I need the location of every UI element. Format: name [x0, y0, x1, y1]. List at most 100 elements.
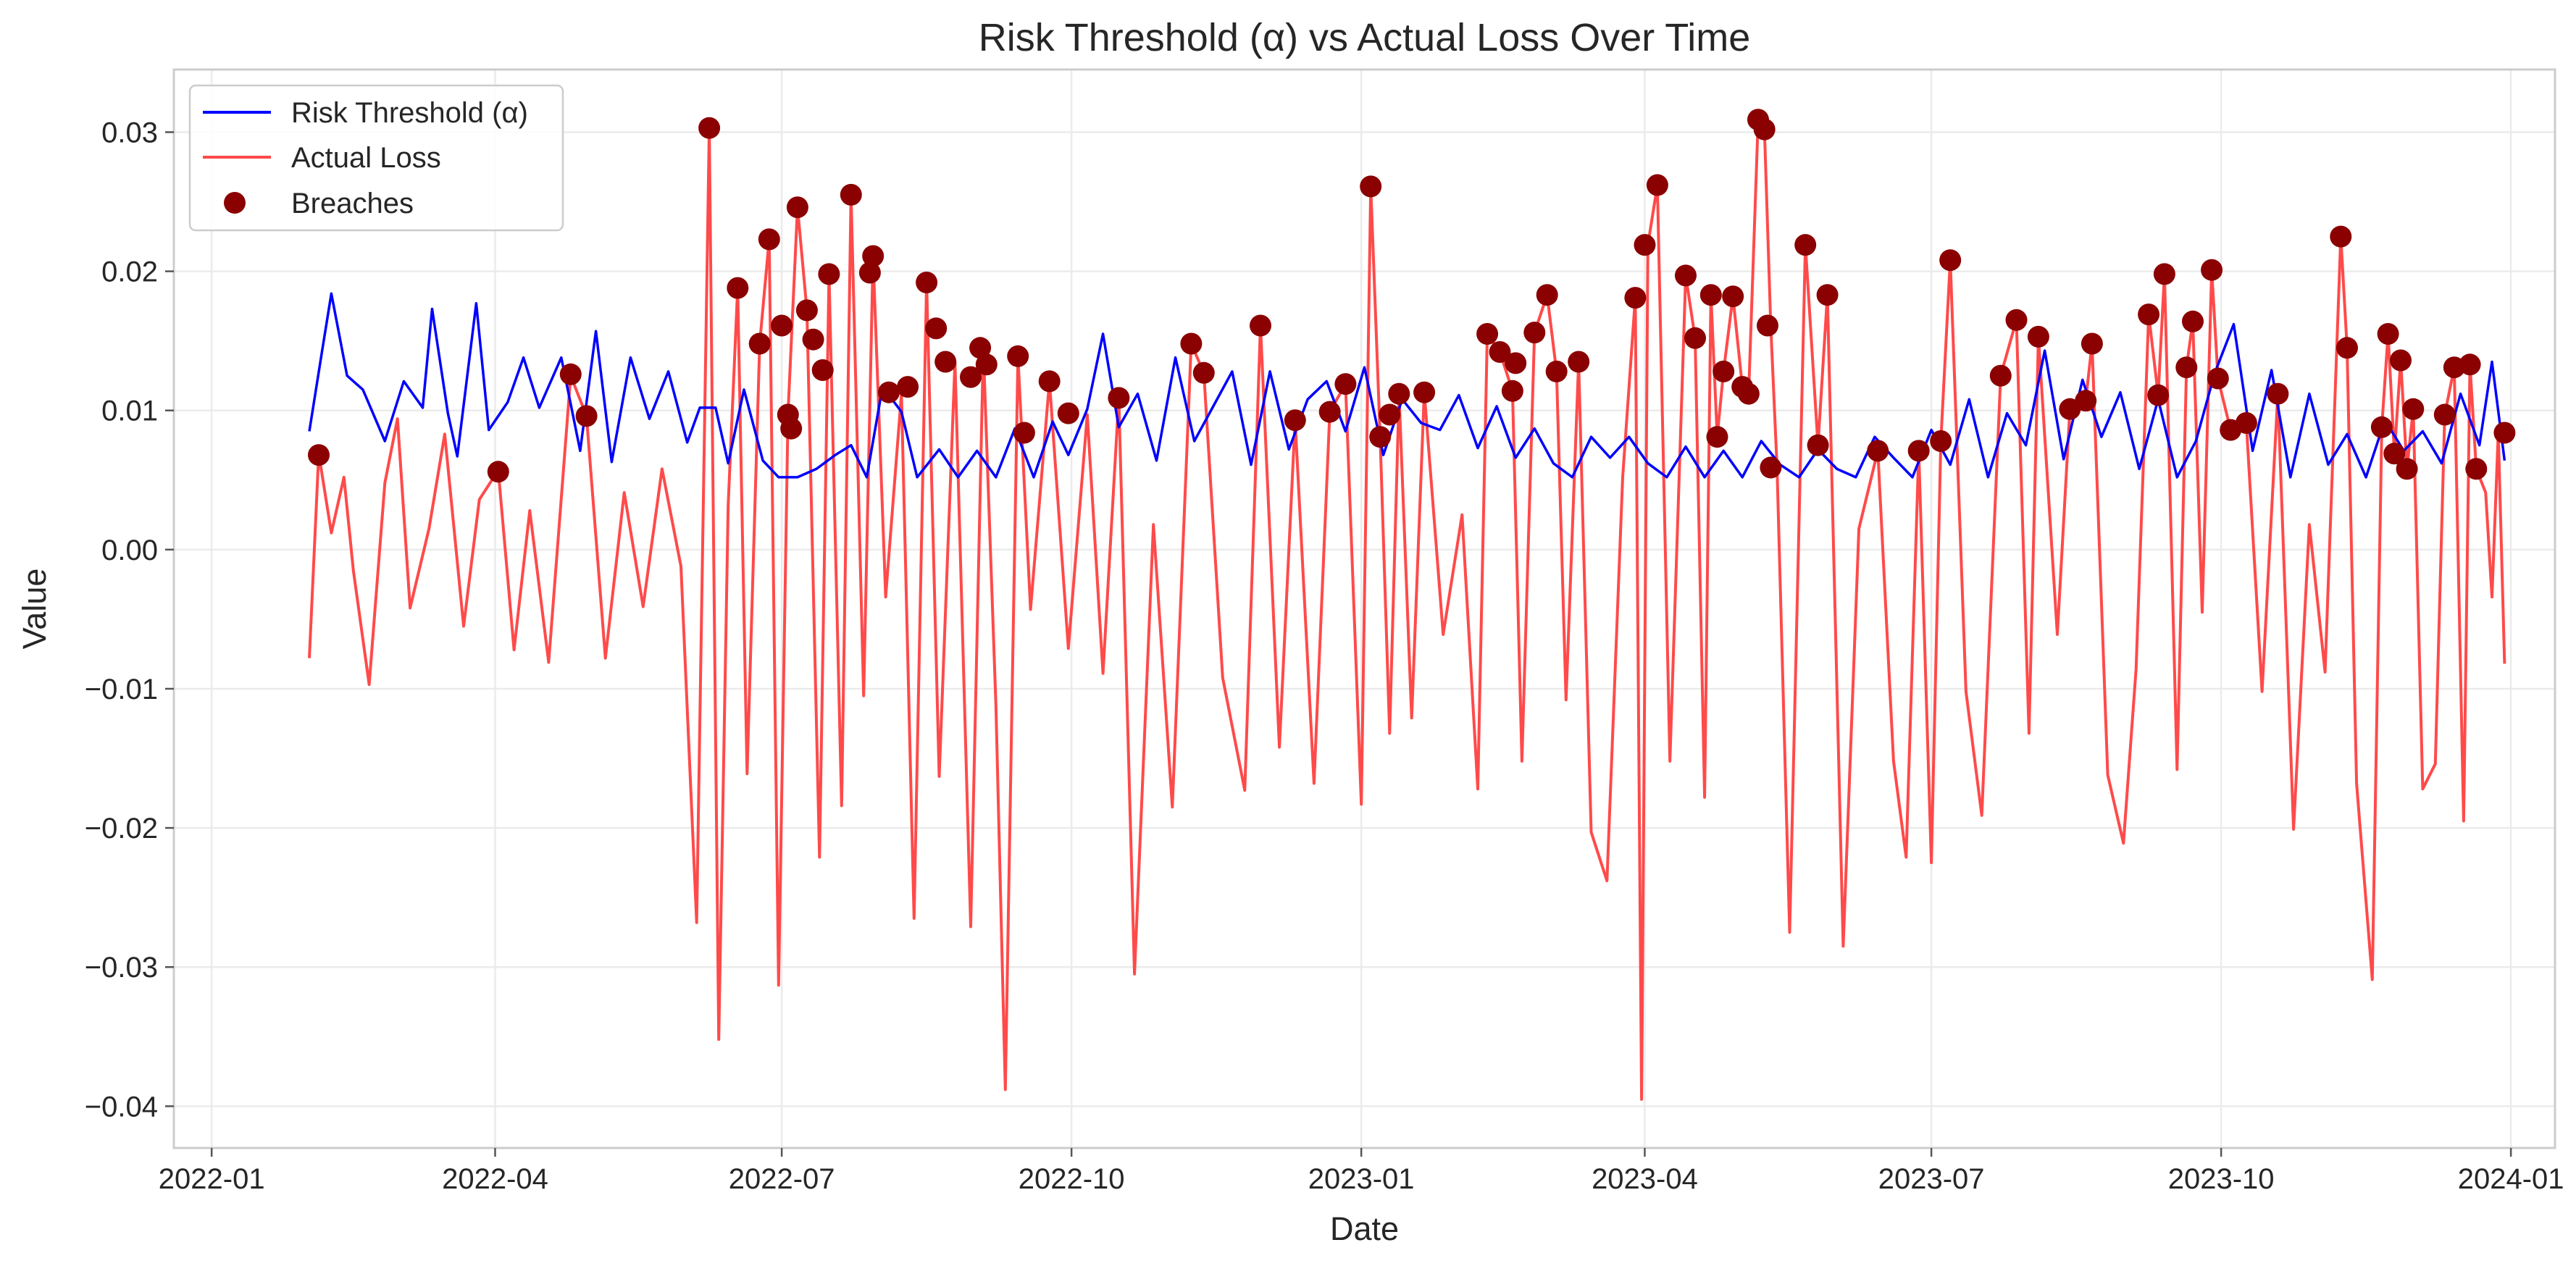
x-tick-label-7: 2023-10: [2168, 1163, 2275, 1195]
breach-point-29: [1038, 370, 1061, 393]
legend-label-breaches: Breaches: [291, 188, 414, 219]
breach-point-79: [2138, 303, 2160, 326]
breach-point-14: [811, 359, 834, 381]
breach-point-89: [2330, 225, 2352, 248]
breach-point-35: [1284, 409, 1306, 432]
breach-point-63: [1753, 118, 1776, 141]
breach-point-3: [575, 405, 598, 427]
breach-point-81: [2153, 263, 2175, 285]
y-axis-ticks: 0.03 0.02 0.01 0.00 −0.01 −0.02 −0.03 −0.04: [85, 117, 174, 1123]
breach-point-72: [1939, 249, 1962, 272]
breach-point-68: [1816, 284, 1839, 306]
breach-point-23: [934, 351, 957, 373]
legend: Risk Threshold (α) Actual Loss Breaches: [188, 84, 564, 232]
breach-point-55: [1684, 327, 1706, 349]
breach-point-87: [2235, 412, 2257, 434]
breach-point-16: [840, 183, 862, 206]
breach-point-85: [2207, 367, 2229, 390]
breach-point-65: [1760, 456, 1782, 479]
breach-point-36: [1318, 401, 1341, 423]
x-tick-label-1: 2022-04: [442, 1163, 548, 1195]
breach-point-6: [748, 332, 771, 355]
breach-point-8: [771, 314, 793, 337]
breach-point-50: [1568, 351, 1590, 373]
breach-point-34: [1250, 314, 1271, 337]
breach-point-18: [862, 245, 885, 267]
breach-point-93: [2383, 443, 2406, 465]
legend-box: [188, 84, 564, 232]
x-tick-label-8: 2024-01: [2458, 1163, 2564, 1195]
breach-point-95: [2396, 458, 2418, 480]
y-tick-label-3: 0.00: [101, 535, 158, 566]
breach-point-38: [1360, 175, 1382, 198]
breach-point-22: [925, 317, 948, 340]
breach-point-96: [2402, 398, 2425, 420]
breach-point-67: [1807, 434, 1829, 456]
breach-point-94: [2390, 349, 2412, 372]
chart-title: Risk Threshold (α) vs Actual Loss Over T…: [979, 16, 1751, 59]
x-tick-label-4: 2023-01: [1308, 1163, 1415, 1195]
y-tick-label-0: 0.03: [101, 117, 158, 148]
breach-point-4: [698, 117, 721, 139]
breach-point-2: [559, 363, 582, 385]
breach-point-80: [2147, 384, 2170, 406]
x-tick-label-0: 2022-01: [159, 1163, 265, 1195]
breach-point-37: [1334, 373, 1357, 395]
y-tick-label-1: 0.02: [101, 256, 158, 288]
breach-point-5: [727, 277, 749, 299]
y-tick-label-7: −0.04: [85, 1091, 158, 1123]
legend-label-loss: Actual Loss: [291, 142, 441, 174]
x-tick-label-5: 2023-04: [1592, 1163, 1698, 1195]
breach-point-83: [2182, 310, 2204, 332]
series-line-risk-threshold: [308, 292, 2506, 479]
breach-point-25: [969, 337, 992, 359]
x-tick-label-3: 2022-10: [1019, 1163, 1125, 1195]
breach-point-71: [1930, 430, 1952, 452]
breach-point-26: [975, 353, 998, 376]
breach-point-19: [878, 381, 900, 403]
breach-point-46: [1505, 352, 1527, 374]
breach-point-17: [858, 261, 881, 284]
breach-point-30: [1057, 402, 1079, 424]
breach-point-54: [1675, 264, 1697, 287]
breach-point-77: [2075, 390, 2097, 412]
breach-point-1: [487, 461, 509, 483]
breach-point-7: [758, 228, 780, 251]
breach-point-59: [1722, 285, 1744, 308]
breach-point-90: [2336, 337, 2358, 359]
breach-point-13: [802, 328, 824, 351]
breach-point-56: [1699, 284, 1722, 306]
breach-markers: [308, 109, 2516, 483]
breach-point-51: [1624, 287, 1647, 309]
breach-point-100: [2465, 458, 2488, 480]
breach-point-66: [1794, 234, 1817, 256]
breach-point-12: [795, 299, 818, 322]
breach-point-53: [1646, 174, 1668, 196]
breach-point-21: [916, 272, 938, 293]
plot-frame: [172, 68, 2556, 1149]
breach-point-84: [2201, 259, 2223, 281]
breach-point-31: [1108, 387, 1130, 409]
breach-point-58: [1713, 360, 1735, 382]
breach-point-57: [1706, 426, 1728, 448]
breach-point-0: [308, 444, 330, 466]
y-tick-label-5: −0.02: [85, 813, 158, 845]
y-tick-label-2: 0.01: [101, 395, 158, 427]
breach-point-92: [2377, 323, 2399, 345]
legend-label-threshold: Risk Threshold (α): [291, 97, 528, 129]
breach-point-27: [1007, 345, 1029, 367]
breach-point-11: [786, 196, 808, 219]
breach-point-15: [818, 263, 840, 285]
x-axis-ticks: 2022-01 2022-04 2022-07 2022-10 2023-01 2023-…: [159, 1148, 2564, 1195]
breach-point-99: [2459, 353, 2481, 376]
breach-point-88: [2267, 382, 2289, 405]
breach-point-91: [2370, 416, 2393, 438]
breach-point-73: [1989, 364, 2012, 387]
breach-point-39: [1369, 426, 1392, 448]
breach-point-43: [1476, 323, 1499, 345]
breach-point-82: [2175, 356, 2198, 379]
breach-point-28: [1013, 422, 1035, 444]
breach-point-61: [1737, 382, 1760, 405]
breach-point-75: [2027, 325, 2049, 348]
